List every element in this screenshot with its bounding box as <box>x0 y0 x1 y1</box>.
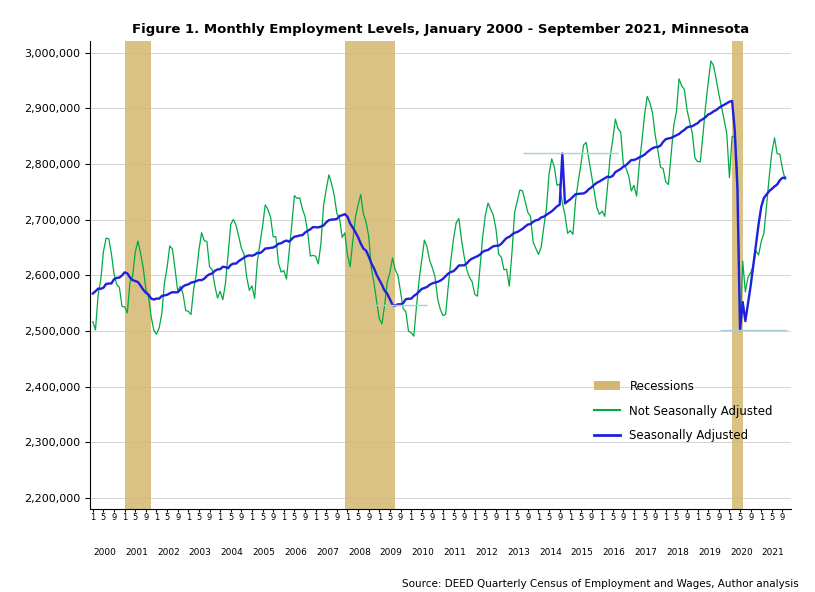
Text: 2020: 2020 <box>730 548 753 557</box>
Text: 2001: 2001 <box>126 548 148 557</box>
Legend: Recessions, Not Seasonally Adjusted, Seasonally Adjusted: Recessions, Not Seasonally Adjusted, Sea… <box>589 375 778 447</box>
Text: 2009: 2009 <box>380 548 403 557</box>
Text: Source: DEED Quarterly Census of Employment and Wages, Author analysis: Source: DEED Quarterly Census of Employm… <box>402 579 799 589</box>
Title: Figure 1. Monthly Employment Levels, January 2000 - September 2021, Minnesota: Figure 1. Monthly Employment Levels, Jan… <box>131 23 749 36</box>
Text: 2006: 2006 <box>284 548 307 557</box>
Bar <box>732 41 742 509</box>
Text: 2013: 2013 <box>507 548 530 557</box>
Text: 2011: 2011 <box>443 548 466 557</box>
Text: 2016: 2016 <box>602 548 625 557</box>
Text: 2021: 2021 <box>762 548 785 557</box>
Text: 2012: 2012 <box>475 548 498 557</box>
Text: 2007: 2007 <box>316 548 339 557</box>
Bar <box>345 41 395 509</box>
Text: 2017: 2017 <box>634 548 658 557</box>
Text: 2015: 2015 <box>570 548 593 557</box>
Text: 2002: 2002 <box>157 548 180 557</box>
Text: 2003: 2003 <box>189 548 212 557</box>
Bar <box>125 41 151 509</box>
Text: 2005: 2005 <box>253 548 275 557</box>
Text: 2004: 2004 <box>221 548 244 557</box>
Text: 2014: 2014 <box>539 548 562 557</box>
Text: 2018: 2018 <box>667 548 689 557</box>
Text: 2008: 2008 <box>348 548 371 557</box>
Text: 2000: 2000 <box>94 548 117 557</box>
Text: 2010: 2010 <box>412 548 434 557</box>
Text: 2019: 2019 <box>698 548 721 557</box>
